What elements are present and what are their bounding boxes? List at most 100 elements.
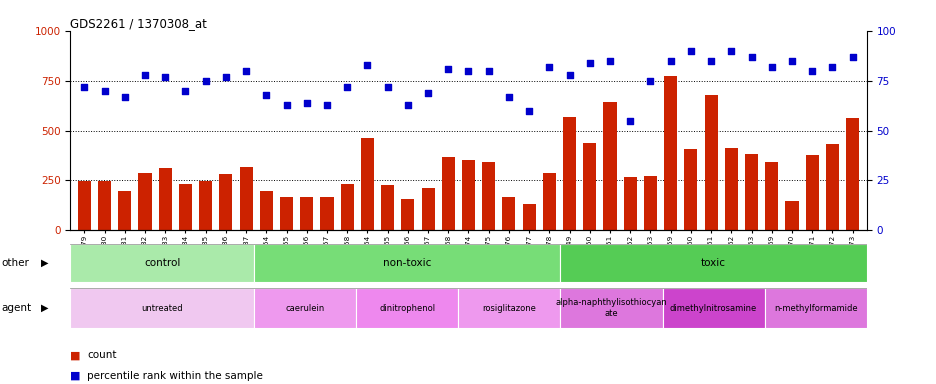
Bar (401, 199, 414, 230)
Point (138, 71, 153, 78)
Point (400, 101, 415, 108)
Bar (458, 288, 560, 328)
Bar (70, 244, 254, 282)
Point (380, 84, 395, 90)
Point (581, 60, 596, 66)
Point (239, 68, 254, 74)
Point (764, 64, 779, 70)
Point (824, 64, 839, 70)
Point (501, 94, 516, 100)
Text: untreated: untreated (141, 304, 183, 313)
Point (844, 54, 859, 60)
Bar (563, 117, 576, 230)
Point (541, 64, 556, 70)
Text: rosiglitazone: rosiglitazone (482, 304, 535, 313)
Text: ▶: ▶ (41, 303, 49, 313)
Point (663, 58, 678, 64)
Text: dinitrophenol: dinitrophenol (379, 304, 435, 313)
Point (461, 68, 475, 74)
Bar (254, 288, 356, 328)
Point (258, 91, 273, 98)
Bar (744, 154, 757, 230)
Bar (70, 288, 254, 328)
Bar (240, 167, 253, 230)
Bar (683, 149, 696, 230)
Bar (259, 192, 272, 230)
Point (299, 99, 314, 106)
Point (279, 101, 294, 108)
Text: ■: ■ (70, 350, 80, 360)
Text: percentile rank within the sample: percentile rank within the sample (87, 371, 263, 381)
Bar (381, 185, 394, 230)
Bar (662, 288, 764, 328)
Bar (139, 173, 152, 230)
Point (157, 74, 172, 80)
Point (97, 88, 112, 94)
Bar (421, 189, 434, 230)
Bar (98, 181, 111, 230)
Bar (118, 191, 131, 230)
Bar (560, 288, 662, 328)
Text: count: count (87, 350, 116, 360)
Bar (179, 184, 192, 230)
Bar (441, 157, 454, 230)
Point (682, 48, 697, 54)
Text: dimethylnitrosamine: dimethylnitrosamine (669, 304, 756, 313)
Point (622, 118, 637, 124)
Bar (482, 162, 495, 230)
Point (703, 58, 718, 64)
Point (743, 54, 758, 60)
Bar (664, 76, 677, 230)
Bar (254, 244, 560, 282)
Text: GDS2261 / 1370308_at: GDS2261 / 1370308_at (70, 17, 207, 30)
Bar (502, 197, 515, 230)
Bar (805, 154, 818, 230)
Text: other: other (2, 258, 30, 268)
Bar (542, 174, 555, 230)
Point (440, 66, 455, 72)
Point (521, 108, 536, 114)
Point (359, 61, 374, 68)
Text: alpha-naphthylisothiocyan
ate: alpha-naphthylisothiocyan ate (555, 298, 666, 318)
Point (642, 78, 657, 84)
Bar (765, 162, 778, 230)
Point (198, 78, 213, 84)
Point (319, 101, 334, 108)
Bar (704, 94, 717, 230)
Point (783, 58, 798, 64)
Point (804, 68, 819, 74)
Bar (158, 167, 171, 230)
Bar (724, 147, 737, 230)
Text: control: control (144, 258, 180, 268)
Point (117, 94, 132, 100)
Bar (643, 177, 656, 230)
Point (481, 68, 496, 74)
Bar (341, 184, 354, 230)
Text: ■: ■ (70, 371, 80, 381)
Point (723, 48, 738, 54)
Bar (623, 177, 636, 230)
Bar (784, 202, 797, 230)
Text: toxic: toxic (700, 258, 725, 268)
Bar (320, 197, 333, 230)
Text: agent: agent (2, 303, 32, 313)
Text: n-methylformamide: n-methylformamide (773, 304, 856, 313)
Point (178, 88, 193, 94)
Bar (845, 118, 858, 230)
Point (218, 74, 233, 80)
Bar (603, 102, 616, 230)
Bar (78, 182, 91, 230)
Bar (560, 244, 866, 282)
Point (562, 71, 577, 78)
Bar (522, 204, 535, 230)
Bar (356, 288, 458, 328)
Bar (582, 142, 595, 230)
Text: caerulein: caerulein (285, 304, 325, 313)
Bar (764, 288, 866, 328)
Bar (280, 197, 293, 230)
Point (420, 89, 435, 96)
Bar (199, 181, 212, 230)
Point (602, 58, 617, 64)
Point (77, 84, 92, 90)
Bar (219, 174, 232, 230)
